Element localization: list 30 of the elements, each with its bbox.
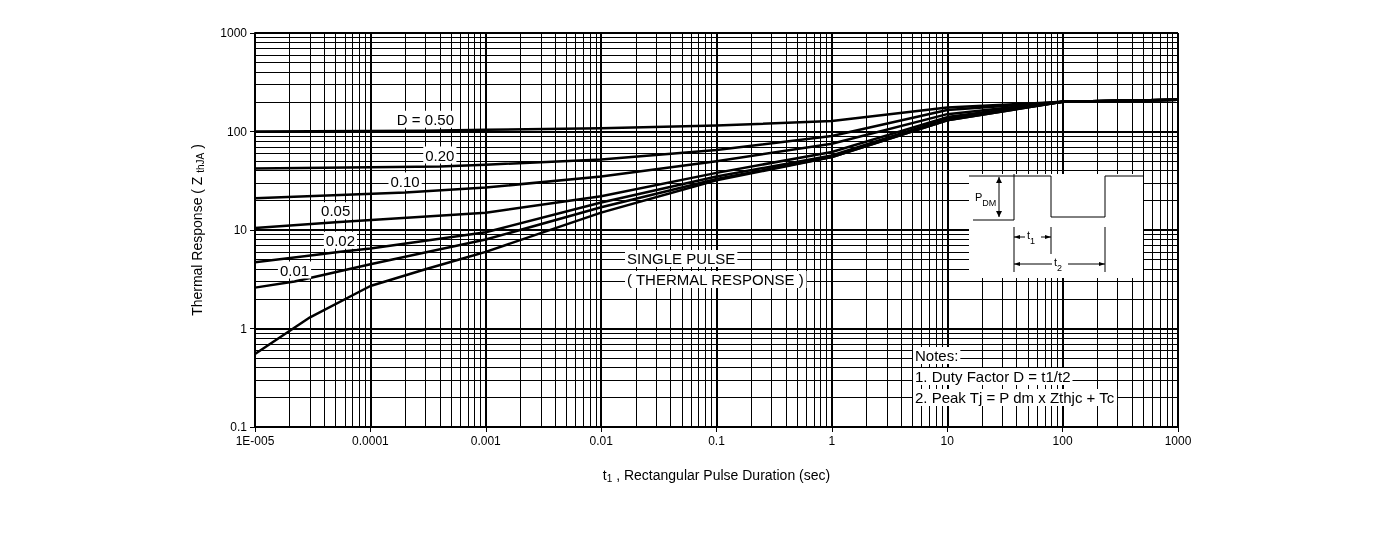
series-label: 0.05 — [321, 202, 351, 220]
annotation: P$_{DM}$ — [975, 191, 997, 208]
y-tick-label: 100 — [226, 124, 248, 139]
y-axis-title: Thermal Response ( Z thJA ) — [189, 144, 206, 316]
x-tick-label: 1E-005 — [235, 434, 275, 448]
x-axis-title: t1 , Rectangular Pulse Duration (sec) — [602, 467, 831, 484]
x-tick-label: 0.01 — [589, 434, 614, 448]
annotation: ( THERMAL RESPONSE ) — [627, 271, 804, 288]
annotation: t$_{2}$ — [1054, 256, 1063, 273]
annotation: SINGLE PULSE — [627, 250, 736, 267]
annotation: 1. Duty Factor D = t1/t2 — [915, 368, 1071, 385]
x-tick-label: 1000 — [1164, 434, 1192, 448]
x-tick-label: 0.1 — [708, 434, 726, 448]
annotation: 2. Peak Tj = P dm x Zthjc + Tc — [915, 389, 1115, 406]
y-tick-label: 1000 — [220, 26, 248, 40]
y-tick-label: 10 — [233, 223, 248, 237]
x-tick-label: 0.0001 — [352, 434, 390, 448]
x-tick-label: 10 — [940, 434, 955, 448]
series-label: 0.02 — [325, 231, 356, 249]
x-tick-label: 0.001 — [470, 434, 502, 448]
annotation: Notes: — [915, 347, 959, 364]
series-label: D = 0.50 — [396, 110, 454, 128]
annotation: t$_{1}$ — [1027, 229, 1036, 246]
y-tick-label: 1 — [240, 321, 248, 336]
x-tick-label: 100 — [1052, 434, 1073, 448]
series-label: 0.20 — [425, 146, 455, 164]
series-label: 0.01 — [279, 261, 310, 279]
x-tick-label: 1 — [828, 434, 836, 448]
y-tick-label: 0.1 — [230, 420, 248, 434]
series-label: 0.10 — [390, 172, 420, 190]
